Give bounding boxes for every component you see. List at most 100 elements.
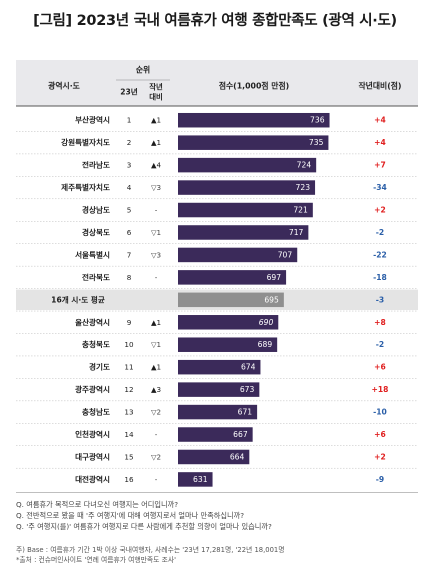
rank-value: 6 xyxy=(127,228,132,237)
region-label: 강원특별자치도 xyxy=(61,137,110,147)
yoy-value: +4 xyxy=(374,116,386,125)
chart-title: [그림] 2023년 국내 여름휴가 여행 종합만족도 (광역 시·도) xyxy=(33,13,397,29)
region-label: 인천광역시 xyxy=(75,429,110,439)
score-value-label: 631 xyxy=(193,475,208,484)
rank-change-value: - xyxy=(155,206,158,215)
header-rank-group: 순위 xyxy=(136,65,150,75)
yoy-value: +7 xyxy=(374,161,386,170)
average-bar xyxy=(178,292,284,308)
rank-value: 13 xyxy=(124,408,133,417)
rank-value: 12 xyxy=(124,385,133,394)
score-value-label: 721 xyxy=(293,206,308,215)
average-region-label: 16개 시·도 평균 xyxy=(51,294,105,304)
score-value-label: 717 xyxy=(289,228,304,237)
yoy-value: +18 xyxy=(372,385,389,394)
score-value-label: 695 xyxy=(264,295,279,304)
score-bar xyxy=(178,270,287,285)
region-label: 서울특별시 xyxy=(75,249,110,259)
header-score: 점수(1,000점 만점) xyxy=(219,81,289,91)
rank-change-value: - xyxy=(155,273,158,282)
header-rank-change-2: 대비 xyxy=(149,93,163,102)
rank-change-value: ▲1 xyxy=(151,318,161,327)
rank-value: 4 xyxy=(127,183,132,192)
score-value-label: 667 xyxy=(233,430,248,439)
rank-change-value: ▽2 xyxy=(151,408,161,417)
header-rank-change: 작년 xyxy=(149,83,163,92)
rank-value: 5 xyxy=(127,206,132,215)
rank-change-value: ▲4 xyxy=(151,161,162,170)
region-label: 경상남도 xyxy=(82,205,110,215)
rank-change-value: ▽2 xyxy=(151,452,161,461)
rank-change-value: - xyxy=(155,430,158,439)
score-bar xyxy=(178,112,330,128)
notes-section: Q. 여름휴가 목적으로 다녀오신 여행지는 어디입니까? Q. 전반적으로 봤… xyxy=(16,499,418,565)
region-label: 울산광역시 xyxy=(75,317,110,327)
yoy-value: +6 xyxy=(374,430,386,439)
score-value-label: 735 xyxy=(309,138,324,147)
region-label: 대전광역시 xyxy=(75,474,110,484)
score-bar xyxy=(178,180,316,195)
footnotes: 주) Base : 여름휴가 기간 1박 이상 국내여행자, 사례수는 '23년… xyxy=(16,545,418,565)
score-value-label: 707 xyxy=(278,250,293,259)
rank-change-value: ▽1 xyxy=(151,340,161,349)
header-region: 광역시·도 xyxy=(48,81,80,91)
rank-value: 9 xyxy=(127,318,132,327)
score-value-label: 690 xyxy=(259,318,274,327)
score-value-label: 697 xyxy=(267,273,282,282)
header-background xyxy=(16,60,418,106)
score-value-label: 736 xyxy=(310,116,325,125)
survey-question: Q. 여름휴가 목적으로 다녀오신 여행지는 어디입니까? xyxy=(16,500,179,509)
score-value-label: 674 xyxy=(241,363,256,372)
rank-value: 3 xyxy=(127,161,132,170)
region-label: 경기도 xyxy=(89,362,110,372)
rank-value: 11 xyxy=(124,363,133,372)
yoy-value: +4 xyxy=(374,138,386,147)
score-bar xyxy=(178,472,213,487)
footnote-base: 주) Base : 여름휴가 기간 1박 이상 국내여행자, 사례수는 '23년… xyxy=(16,546,285,554)
score-value-label: 724 xyxy=(297,161,312,170)
yoy-value: -3 xyxy=(376,295,384,304)
rank-change-value: ▽1 xyxy=(151,228,161,237)
rank-change-value: - xyxy=(155,475,158,484)
region-label: 제주특별자치도 xyxy=(61,182,110,192)
yoy-value: -2 xyxy=(376,340,384,349)
rank-value: 1 xyxy=(127,116,132,125)
region-label: 전라남도 xyxy=(82,160,110,170)
score-value-label: 671 xyxy=(238,408,253,417)
chart-canvas: 광역시·도 순위 23년 작년대비 점수(1,000점 만점) 작년대비(점) 부산광역시 1… xyxy=(16,60,418,493)
score-bar xyxy=(178,202,313,218)
rank-value: 10 xyxy=(124,340,134,349)
survey-question: Q. '주 여행지(를)' 여름휴가 여행지로 다른 사람에게 추천할 의향이 … xyxy=(16,522,272,531)
rank-change-value: ▽3 xyxy=(151,250,161,259)
score-value-label: 673 xyxy=(240,385,255,394)
rank-value: 16 xyxy=(124,475,134,484)
score-bar xyxy=(178,359,261,375)
yoy-value: -10 xyxy=(373,408,387,417)
score-bar xyxy=(178,315,279,330)
rank-value: 7 xyxy=(127,250,132,259)
region-label: 대구광역시 xyxy=(75,451,110,461)
region-label: 충청북도 xyxy=(82,339,110,349)
score-bar xyxy=(178,135,329,150)
score-value-label: 723 xyxy=(296,183,311,192)
rank-change-value: ▲3 xyxy=(151,385,161,394)
yoy-value: -34 xyxy=(373,183,387,192)
region-label: 광주광역시 xyxy=(75,384,110,394)
region-label: 부산광역시 xyxy=(75,115,110,125)
score-bar xyxy=(178,382,260,397)
rank-change-value: ▲1 xyxy=(151,138,161,147)
score-value-label: 689 xyxy=(258,340,273,349)
yoy-value: -2 xyxy=(376,228,384,237)
yoy-value: -22 xyxy=(373,250,387,259)
score-value-label: 664 xyxy=(230,452,245,461)
score-bar xyxy=(178,337,278,352)
yoy-value: -18 xyxy=(373,273,387,282)
region-label: 충청남도 xyxy=(82,407,110,417)
rank-change-value: ▽3 xyxy=(151,183,161,192)
score-bar xyxy=(178,449,250,465)
footnote-source: *출처 : 컨슈머인사이트 '연례 여름휴가 여행만족도 조사' xyxy=(16,556,176,564)
score-bar xyxy=(178,247,298,263)
score-bar xyxy=(178,157,317,173)
score-bar xyxy=(178,404,258,420)
survey-question: Q. 전반적으로 봤을 때 '주 여행지'에 대해 여행지로서 얼마나 만족하십… xyxy=(16,511,245,520)
